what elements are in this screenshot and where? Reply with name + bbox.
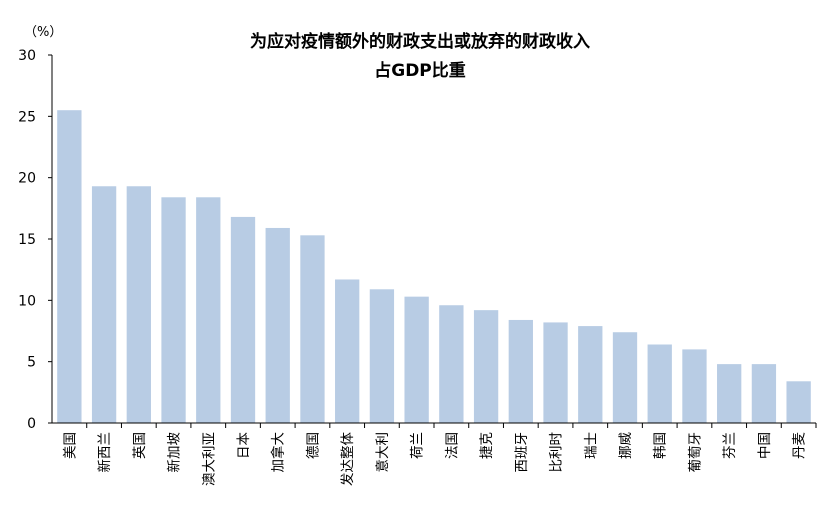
bar xyxy=(473,310,499,423)
x-tick-label: 瑞士 xyxy=(583,432,599,459)
bar xyxy=(647,344,672,423)
bar xyxy=(508,319,533,423)
x-tick-label: 比利时 xyxy=(549,432,565,473)
chart-subtitle: 占GDP比重 xyxy=(374,60,466,81)
bar xyxy=(300,235,325,423)
bar xyxy=(612,332,638,423)
bar xyxy=(126,186,151,423)
bar xyxy=(578,326,603,423)
y-tick-label: 10 xyxy=(18,293,36,309)
bar xyxy=(230,216,256,423)
x-tick-label: 德国 xyxy=(305,432,321,459)
y-tick-label: 20 xyxy=(18,171,36,187)
bar xyxy=(335,279,360,423)
x-tick-label: 新加坡 xyxy=(167,432,183,473)
bar xyxy=(543,322,568,423)
y-tick-label: 25 xyxy=(18,109,36,125)
bar xyxy=(161,197,186,423)
bar xyxy=(57,110,82,423)
x-tick-label: 法国 xyxy=(444,432,460,459)
x-tick-label: 韩国 xyxy=(653,432,669,459)
y-tick-label: 0 xyxy=(27,416,36,432)
x-tick-label: 荷兰 xyxy=(410,432,426,459)
x-tick-label: 葡萄牙 xyxy=(687,432,703,473)
bar xyxy=(717,364,742,423)
x-tick-label: 丹麦 xyxy=(792,432,808,460)
x-tick-label: 英国 xyxy=(131,432,148,459)
bar xyxy=(196,197,221,423)
chart-title: 为应对疫情额外的财政支出或放弃的财政收入 xyxy=(250,31,590,52)
bar xyxy=(369,289,395,423)
x-ticks xyxy=(86,423,817,428)
x-tick-label: 日本 xyxy=(236,432,252,459)
x-tick-label: 发达整体 xyxy=(340,432,356,486)
y-tick-label: 5 xyxy=(27,355,36,371)
x-tick-label: 加拿大 xyxy=(270,432,287,473)
x-tick-labels: 美国 新西兰 英国 新加坡 澳大利亚 日本 加拿大 德国 发达整体 意大利 荷兰 法国 捷克 西班牙 比利时… xyxy=(62,432,807,487)
bar xyxy=(91,186,117,423)
x-tick-label: 挪威 xyxy=(618,432,634,460)
x-tick-label: 美国 xyxy=(62,432,78,459)
x-tick-label: 中国 xyxy=(757,432,773,459)
x-tick-label: 捷克 xyxy=(479,432,495,459)
bar xyxy=(265,227,290,423)
bar xyxy=(439,305,464,423)
bar xyxy=(404,296,429,423)
bar xyxy=(751,364,777,423)
y-axis-unit-label: （%） xyxy=(24,25,62,40)
x-tick-label: 西班牙 xyxy=(514,432,530,473)
x-tick-label: 芬兰 xyxy=(722,432,738,459)
bar xyxy=(682,349,707,423)
y-ticks: 0 5 10 15 20 25 30 xyxy=(18,48,52,432)
y-tick-label: 15 xyxy=(18,232,36,248)
x-tick-label: 新西兰 xyxy=(97,432,113,473)
bar xyxy=(786,381,811,423)
x-tick-label: 意大利 xyxy=(374,432,391,473)
bars xyxy=(57,110,811,423)
y-tick-label: 30 xyxy=(18,48,36,64)
x-tick-label: 澳大利亚 xyxy=(201,432,217,486)
